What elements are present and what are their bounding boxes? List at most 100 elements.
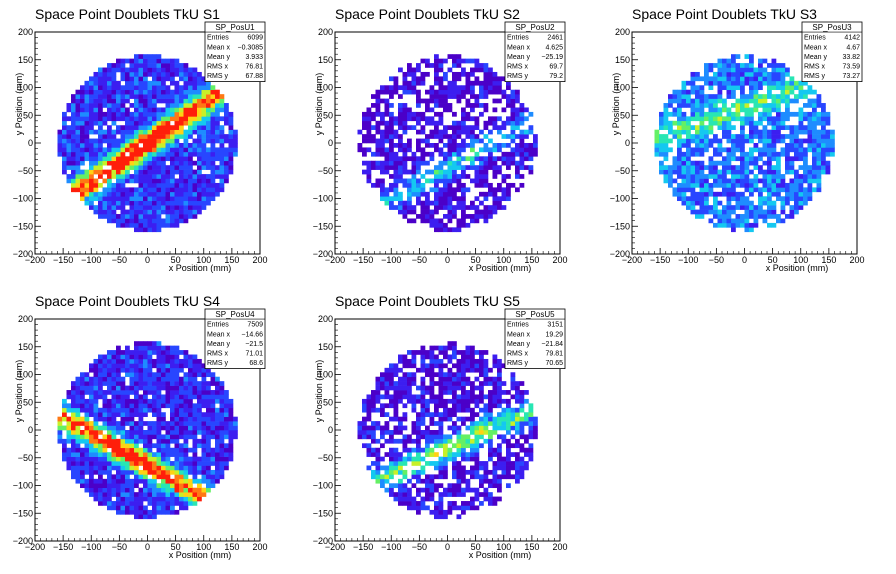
histogram-bin bbox=[528, 111, 534, 117]
histogram-bin bbox=[156, 461, 162, 466]
histogram-bin bbox=[107, 385, 112, 391]
histogram-bin bbox=[111, 209, 117, 215]
histogram-bin bbox=[798, 156, 804, 162]
histogram-bin bbox=[366, 111, 372, 117]
histogram-bin bbox=[228, 125, 234, 130]
histogram-bin bbox=[102, 492, 108, 497]
histogram-bin bbox=[411, 376, 417, 382]
histogram-bin bbox=[111, 394, 117, 400]
histogram-bin bbox=[107, 103, 112, 108]
histogram-bin bbox=[192, 487, 198, 493]
histogram-bin bbox=[210, 89, 216, 95]
histogram-bin bbox=[107, 63, 112, 68]
histogram-bin bbox=[384, 151, 390, 157]
histogram-bin bbox=[438, 372, 444, 378]
histogram-bin bbox=[492, 169, 498, 175]
histogram-bin bbox=[434, 111, 439, 117]
histogram-bin bbox=[174, 496, 180, 502]
histogram-bin bbox=[170, 350, 175, 355]
histogram-bin bbox=[749, 227, 754, 233]
histogram-bin bbox=[510, 89, 516, 95]
histogram-bin bbox=[438, 416, 444, 422]
stats-row-value: 73.27 bbox=[842, 73, 860, 80]
histogram-bin bbox=[474, 120, 480, 126]
histogram-bin bbox=[686, 200, 691, 206]
histogram-bin bbox=[429, 94, 435, 99]
x-tick-label: −200 bbox=[25, 542, 45, 552]
histogram-bin bbox=[107, 71, 112, 77]
histogram-bin bbox=[152, 376, 157, 382]
histogram-bin bbox=[165, 187, 171, 193]
histogram-bin bbox=[515, 134, 520, 139]
histogram-bin bbox=[98, 412, 103, 417]
histogram-bin bbox=[201, 98, 207, 104]
histogram-bin bbox=[708, 218, 714, 224]
histogram-bin bbox=[371, 461, 376, 466]
histogram-bin bbox=[519, 134, 525, 139]
histogram-bin bbox=[492, 71, 498, 77]
histogram-bin bbox=[156, 425, 162, 431]
histogram-bin bbox=[434, 218, 439, 224]
histogram-bin bbox=[380, 196, 385, 202]
histogram-bin bbox=[407, 191, 412, 197]
histogram-bin bbox=[519, 174, 525, 179]
histogram-bin bbox=[474, 94, 480, 99]
histogram-bin bbox=[470, 200, 475, 206]
histogram-bin bbox=[107, 191, 112, 197]
histogram-bin bbox=[474, 134, 480, 139]
histogram-bin bbox=[215, 156, 220, 162]
histogram-bin bbox=[107, 116, 112, 122]
histogram-bin bbox=[515, 187, 520, 193]
histogram-bin bbox=[192, 209, 198, 215]
histogram-bin bbox=[812, 187, 817, 193]
histogram-bin bbox=[179, 143, 184, 148]
histogram-bin bbox=[224, 116, 229, 122]
histogram-bin bbox=[753, 98, 759, 104]
histogram-bin bbox=[152, 381, 157, 386]
histogram-bin bbox=[129, 178, 135, 184]
histogram-bin bbox=[134, 483, 139, 489]
histogram-bin bbox=[102, 496, 108, 502]
histogram-bin bbox=[695, 125, 700, 130]
histogram-bin bbox=[134, 398, 139, 404]
histogram-bin bbox=[188, 151, 193, 157]
histogram-bin bbox=[771, 205, 777, 210]
histogram-bin bbox=[219, 138, 225, 144]
histogram-bin bbox=[528, 129, 534, 135]
histogram-bin bbox=[420, 412, 426, 417]
histogram-bin bbox=[470, 143, 475, 148]
histogram-bin bbox=[138, 398, 144, 404]
histogram-bin bbox=[228, 430, 234, 435]
histogram-bin bbox=[461, 156, 466, 162]
histogram-bin bbox=[389, 147, 394, 153]
histogram-bin bbox=[174, 487, 180, 493]
histogram-bin bbox=[107, 196, 112, 202]
histogram-bin bbox=[402, 120, 408, 126]
histogram-bin bbox=[677, 191, 682, 197]
histogram-bin bbox=[183, 496, 189, 502]
histogram-bin bbox=[156, 205, 162, 210]
histogram-bin bbox=[749, 89, 754, 95]
histogram-bin bbox=[389, 385, 394, 391]
histogram-bin bbox=[84, 178, 90, 184]
histogram-bin bbox=[134, 372, 139, 378]
histogram-bin bbox=[780, 98, 786, 104]
histogram-bin bbox=[165, 390, 171, 395]
histogram-bin bbox=[681, 160, 687, 166]
histogram-bin bbox=[93, 187, 99, 193]
histogram-bin bbox=[677, 156, 682, 162]
histogram-bin bbox=[402, 182, 408, 188]
histogram-bin bbox=[479, 156, 484, 162]
histogram-bin bbox=[161, 71, 166, 77]
histogram-bin bbox=[93, 143, 99, 148]
histogram-bin bbox=[366, 147, 372, 153]
histogram-bin bbox=[111, 218, 117, 224]
histogram-bin bbox=[147, 169, 153, 175]
histogram-bin bbox=[129, 376, 135, 382]
histogram-bin bbox=[785, 214, 790, 219]
histogram-bin bbox=[107, 209, 112, 215]
histogram-bin bbox=[62, 129, 67, 135]
histogram-bin bbox=[98, 205, 103, 210]
histogram-bin bbox=[384, 469, 390, 475]
histogram-bin bbox=[111, 156, 117, 162]
